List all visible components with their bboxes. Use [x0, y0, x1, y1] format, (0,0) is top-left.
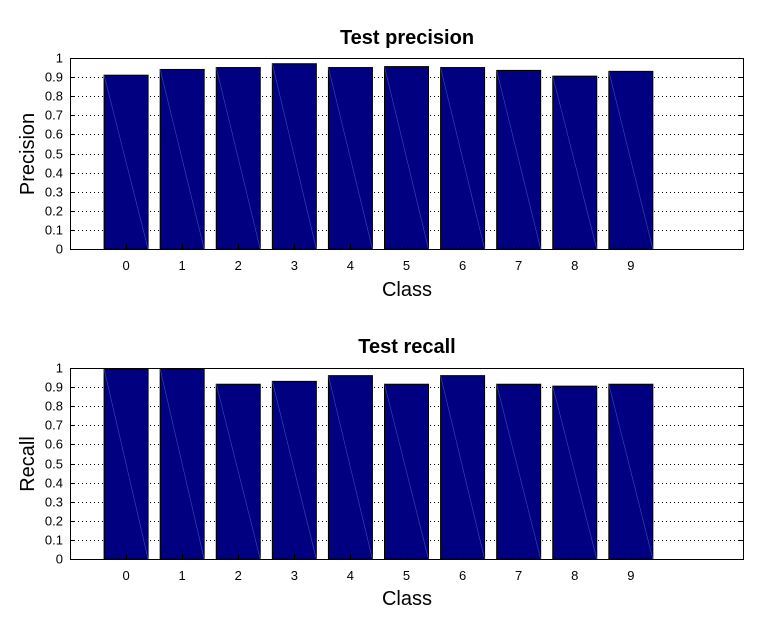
precision-x-tick-label: 8: [571, 258, 578, 273]
precision-x-axis-label: Class: [382, 279, 432, 301]
recall-bar-shading-6: [440, 375, 485, 560]
recall-bar-shading-2: [215, 384, 261, 560]
recall-y-tick-label: 0.1: [45, 533, 63, 548]
precision-x-ticks: 0 1 2 3 4 5 6 7 8 9: [122, 244, 634, 273]
precision-x-tick-label: 3: [291, 258, 298, 273]
recall-y-tick-label: 1: [56, 361, 63, 376]
recall-x-tick-label: 3: [291, 568, 298, 583]
precision-x-tick-label: 5: [403, 258, 410, 273]
recall-y-tick-label: 0.7: [45, 418, 63, 433]
precision-bar-shading-0: [103, 75, 149, 250]
recall-y-tick-label: 0.8: [45, 399, 63, 414]
precision-bar-shading-8: [552, 76, 598, 250]
precision-bars: [103, 63, 654, 250]
precision-y-tick-label: 0.3: [45, 185, 63, 200]
recall-y-tick-label: 0.3: [45, 495, 63, 510]
recall-bar-shading-8: [552, 386, 598, 560]
precision-y-tick-label: 0.6: [45, 127, 63, 142]
recall-bar-shading-7: [496, 384, 541, 560]
recall-chart-title: Test recall: [358, 336, 455, 358]
recall-x-tick-label: 9: [627, 568, 634, 583]
recall-chart: Test recall Recall Class 0 0.1 0.2 0.3 0.4 0.…: [17, 336, 744, 610]
precision-bar-shading-1: [159, 69, 205, 250]
precision-bar-shading-9: [608, 71, 654, 250]
recall-x-tick-label: 2: [235, 568, 242, 583]
recall-x-tick-label: 5: [403, 568, 410, 583]
precision-x-tick-label: 9: [627, 258, 634, 273]
precision-y-tick-label: 0.7: [45, 108, 63, 123]
precision-x-tick-label: 0: [122, 258, 129, 273]
precision-y-ticks: 0 0.1 0.2 0.3 0.4 0.5 0.6 0.7 0.8 0.9 1: [45, 51, 743, 257]
recall-bar-shading-4: [328, 375, 373, 560]
precision-chart: Test precision Precision Class 0 0.1 0.2 0.…: [17, 27, 744, 301]
precision-chart-title: Test precision: [340, 27, 474, 49]
precision-y-tick-label: 1: [56, 51, 63, 66]
recall-y-tick-label: 0.6: [45, 437, 63, 452]
recall-x-tick-label: 8: [571, 568, 578, 583]
recall-y-tick-label: 0.9: [45, 380, 63, 395]
precision-bar-shading-4: [328, 67, 373, 250]
precision-y-tick-label: 0.9: [45, 70, 63, 85]
recall-x-tick-label: 7: [515, 568, 522, 583]
recall-bar-shading-3: [272, 381, 317, 560]
precision-bar-shading-7: [496, 70, 541, 250]
recall-x-tick-label: 6: [459, 568, 466, 583]
recall-y-tick-label: 0.2: [45, 514, 63, 529]
recall-bar-shading-9: [608, 384, 654, 560]
recall-x-tick-label: 0: [122, 568, 129, 583]
precision-y-tick-label: 0: [56, 242, 63, 257]
recall-x-axis-label: Class: [382, 588, 432, 610]
recall-y-ticks: 0 0.1 0.2 0.3 0.4 0.5 0.6 0.7 0.8 0.9 1: [45, 361, 743, 567]
precision-y-tick-label: 0.2: [45, 204, 63, 219]
recall-bar-shading-1: [159, 368, 205, 560]
recall-bar-shading-5: [384, 384, 429, 560]
precision-x-tick-label: 6: [459, 258, 466, 273]
precision-bar-shading-6: [440, 67, 485, 250]
recall-x-ticks: 0 1 2 3 4 5 6 7 8 9: [122, 554, 634, 583]
precision-bar-shading-5: [384, 66, 429, 250]
precision-y-tick-label: 0.4: [45, 166, 63, 181]
recall-bars: [103, 368, 654, 560]
precision-x-tick-label: 2: [235, 258, 242, 273]
precision-x-tick-label: 4: [347, 258, 354, 273]
precision-bar-shading-3: [272, 63, 317, 250]
precision-y-tick-label: 0.8: [45, 89, 63, 104]
precision-x-tick-label: 7: [515, 258, 522, 273]
precision-bar-shading-2: [215, 67, 261, 250]
precision-y-axis-label: Precision: [17, 113, 39, 195]
recall-y-tick-label: 0: [56, 552, 63, 567]
recall-y-tick-label: 0.5: [45, 457, 63, 472]
recall-bar-shading-0: [103, 368, 149, 560]
precision-y-tick-label: 0.5: [45, 147, 63, 162]
precision-y-tick-label: 0.1: [45, 223, 63, 238]
recall-x-tick-label: 1: [179, 568, 186, 583]
recall-y-tick-label: 0.4: [45, 476, 63, 491]
recall-x-tick-label: 4: [347, 568, 354, 583]
precision-x-tick-label: 1: [179, 258, 186, 273]
recall-y-axis-label: Recall: [17, 436, 39, 492]
